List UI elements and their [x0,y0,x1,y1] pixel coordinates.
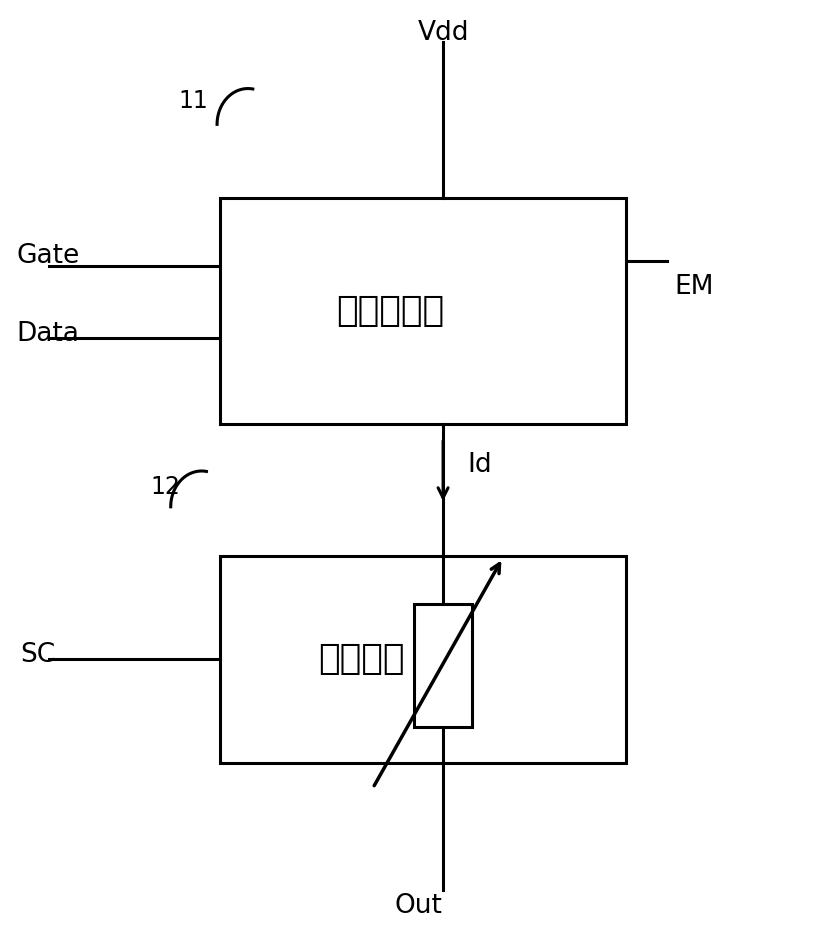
Text: SC: SC [20,642,55,668]
Bar [220,198,626,424]
Text: Data: Data [16,321,79,348]
Text: 电流源模块: 电流源模块 [337,294,444,328]
Text: Gate: Gate [16,243,80,269]
Text: EM: EM [675,274,715,300]
Bar [220,556,626,763]
Text: 12: 12 [150,475,180,499]
Text: Vdd: Vdd [417,20,469,46]
Text: 11: 11 [179,89,209,113]
Text: Id: Id [467,452,492,479]
Bar [414,605,472,727]
Text: Out: Out [395,893,442,919]
Text: 分压模块: 分压模块 [319,642,405,676]
